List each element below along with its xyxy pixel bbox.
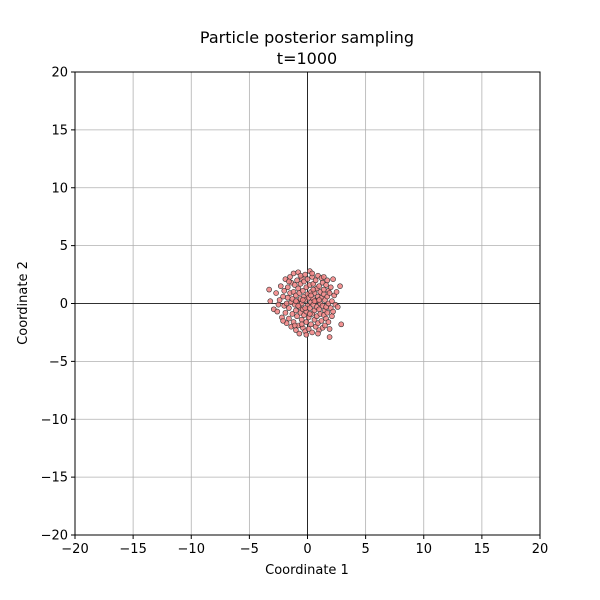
scatter-point-121 <box>327 284 334 291</box>
scatter-point-34 <box>294 277 300 284</box>
y-tick-label-5: 5 <box>60 239 68 254</box>
y-tick-label-4: 0 <box>60 297 68 312</box>
scatter-point-42 <box>296 330 303 337</box>
scatter-point-128 <box>333 289 340 295</box>
y-axis-ticks: −20 −15 −10 −5 0 5 10 15 20 <box>41 66 75 544</box>
scatter-point-151 <box>310 286 317 293</box>
scatter-point-109 <box>323 282 329 288</box>
scatter-point-75 <box>309 329 315 336</box>
scatter-point-124 <box>330 276 336 282</box>
scatter-point-4 <box>274 308 281 315</box>
scatter-point-113 <box>324 277 331 284</box>
y-tick-label-2: −10 <box>41 413 68 428</box>
scatter-point-119 <box>326 290 333 296</box>
scatter-point-18 <box>286 315 292 322</box>
x-tick-label-1: −15 <box>119 542 146 557</box>
scatter-points <box>266 268 345 340</box>
scatter-point-140 <box>320 274 327 280</box>
scatter-point-63 <box>304 276 311 282</box>
scatter-point-108 <box>322 322 328 329</box>
scatter-point-130 <box>337 283 343 289</box>
x-tick-label-6: 10 <box>415 542 432 557</box>
scatter-point-13 <box>283 300 290 307</box>
scatter-point-115 <box>325 319 332 325</box>
scatter-point-26 <box>290 270 297 277</box>
x-axis-ticks: −20 −15 −10 −5 0 5 10 15 20 <box>61 535 548 557</box>
y-tick-label-6: 10 <box>51 181 68 196</box>
scatter-point-143 <box>300 297 306 303</box>
scatter-point-146 <box>302 305 308 311</box>
y-axis-label: Coordinate 2 <box>16 261 31 345</box>
y-tick-label-8: 20 <box>51 66 68 81</box>
scatter-point-133 <box>280 318 286 324</box>
scatter-point-122 <box>329 313 335 320</box>
scatter-point-148 <box>293 298 299 304</box>
scatter-point-15 <box>284 284 291 291</box>
scatter-point-135 <box>291 322 298 329</box>
scatter-point-139 <box>315 330 321 337</box>
scatter-point-49 <box>300 287 306 294</box>
scatter-point-71 <box>308 321 314 328</box>
scatter-point-17 <box>286 305 292 311</box>
scatter-point-141 <box>326 326 333 332</box>
scatter-point-46 <box>298 316 305 323</box>
scatter-point-1 <box>267 298 274 304</box>
scatter-point-123 <box>329 298 335 304</box>
scatter-point-132 <box>275 301 282 308</box>
scatter-point-10 <box>281 287 288 294</box>
scatter-point-144 <box>307 311 313 317</box>
scatter-point-30 <box>291 282 298 288</box>
scatter-point-125 <box>330 308 336 315</box>
x-tick-label-5: 5 <box>361 542 369 557</box>
scatter-point-131 <box>338 321 345 328</box>
scatter-point-6 <box>277 283 284 289</box>
chart-title: Particle posterior sampling <box>200 28 414 47</box>
scatter-point-24 <box>289 311 296 317</box>
scatter-point-82 <box>312 277 319 284</box>
scatter-point-0 <box>266 286 272 293</box>
x-tick-label-7: 15 <box>474 542 491 557</box>
scatter-point-142 <box>295 303 302 309</box>
scatter-point-8 <box>280 293 286 300</box>
x-axis-label: Coordinate 1 <box>265 563 349 578</box>
scatter-point-33 <box>293 307 299 314</box>
scatter-point-98 <box>318 318 325 324</box>
scatter-point-60 <box>303 319 310 325</box>
x-tick-label-0: −20 <box>61 542 88 557</box>
scatter-point-92 <box>316 283 322 289</box>
scatter-point-16 <box>284 294 291 301</box>
scatter-point-105 <box>320 286 327 293</box>
scatter-point-136 <box>297 272 304 279</box>
y-tick-label-3: −5 <box>49 355 68 370</box>
scatter-point-134 <box>286 278 292 285</box>
scatter-point-149 <box>316 297 322 303</box>
x-tick-label-4: 0 <box>303 542 311 557</box>
scatter-point-150 <box>298 321 305 328</box>
scatter-point-11 <box>282 309 289 316</box>
scatter-point-114 <box>324 309 331 316</box>
scatter-point-37 <box>295 285 302 292</box>
scatter-point-118 <box>326 334 333 340</box>
scatter-point-145 <box>311 298 318 304</box>
x-tick-label-8: 20 <box>532 542 549 557</box>
scatter-point-35 <box>294 313 300 320</box>
scatter-point-137 <box>303 331 310 338</box>
scatter-point-57 <box>302 271 308 278</box>
scatter-point-3 <box>273 290 279 296</box>
scatter-point-129 <box>334 304 341 310</box>
x-tick-label-3: −5 <box>240 542 259 557</box>
scatter-point-147 <box>308 292 314 299</box>
y-tick-label-7: 15 <box>51 123 68 138</box>
scatter-point-138 <box>309 270 315 277</box>
scatter-point-66 <box>305 326 312 332</box>
y-tick-label-0: −20 <box>41 529 68 544</box>
chart-subtitle: t=1000 <box>277 49 337 68</box>
x-tick-label-2: −10 <box>178 542 205 557</box>
y-tick-label-1: −15 <box>41 471 68 486</box>
